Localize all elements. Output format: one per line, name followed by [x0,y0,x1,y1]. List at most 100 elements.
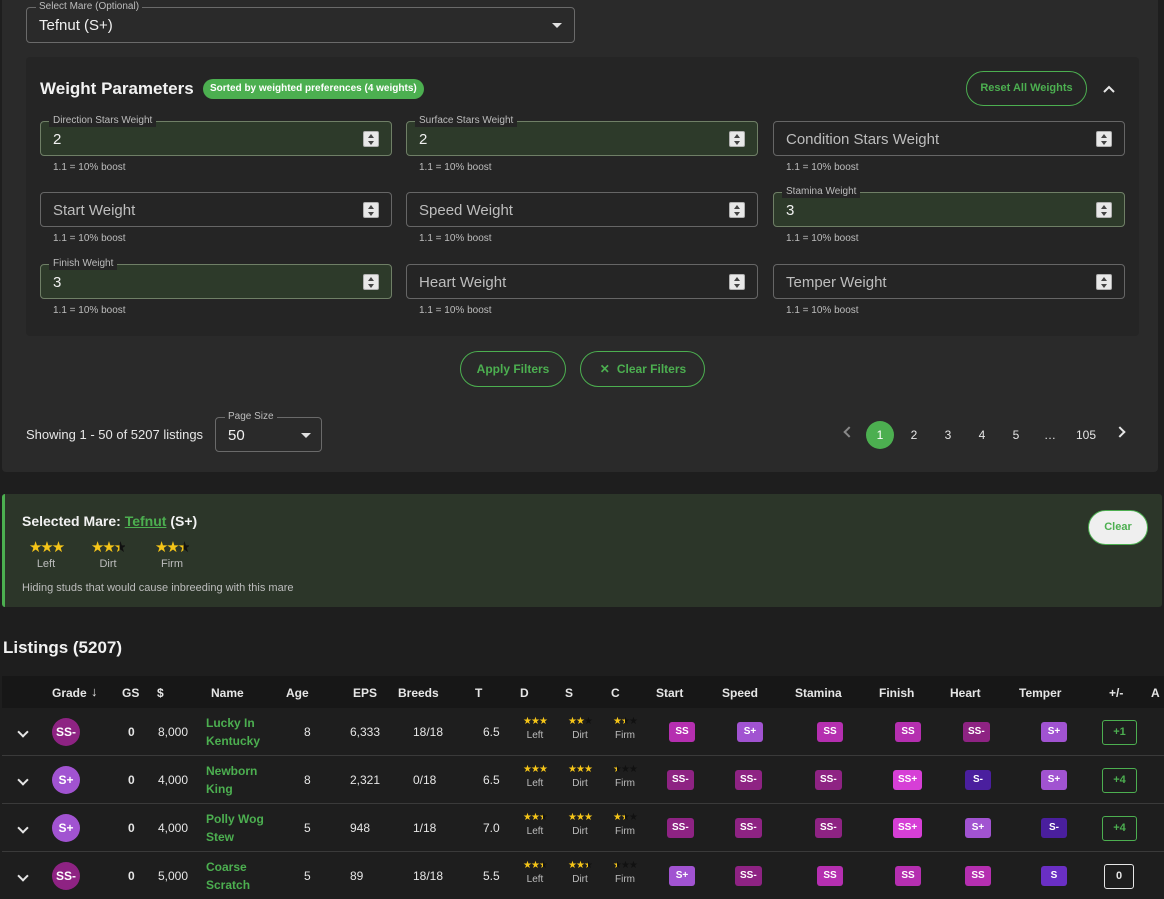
table-row[interactable]: S+ 0 4,000 8 2,321 0/18 6.5 Newborn King ★★★ Left… [2,756,1164,804]
column-header-s[interactable]: S [565,686,574,700]
grade-badge: SS- [52,718,80,746]
page-button-1[interactable]: 1 [866,421,894,449]
stat-badge-finish: SS [895,866,921,886]
pagination-ellipsis: … [1044,428,1056,442]
weight-field-placeholder: Heart Weight [419,274,507,291]
weight-field-placeholder: Start Weight [53,202,136,219]
stepper-icon[interactable] [1096,274,1112,290]
stepper-icon[interactable] [729,202,745,218]
column-header-stamina[interactable]: Stamina [795,686,842,700]
stepper-icon[interactable] [1096,131,1112,147]
clear-mare-button[interactable]: Clear [1088,510,1148,545]
horse-name-link[interactable]: Coarse Scratch [206,860,251,892]
star-icon: ★★★ [28,539,65,556]
table-row[interactable]: S+ 0 4,000 5 948 1/18 7.0 Polly Wog Stew ★★★ Left… [2,804,1164,852]
star-icon: ★★★ [154,539,191,556]
cell-t: 7.0 [483,821,500,835]
arrow-down-icon[interactable]: ↓ [91,684,98,699]
next-page-icon[interactable] [1114,426,1126,438]
column-header-breeds[interactable]: Breeds [398,686,439,700]
rating-c: ★★★ Firm [605,716,645,741]
stepper-icon[interactable] [1096,202,1112,218]
chevron-down-icon[interactable] [17,822,29,834]
column-header-grade[interactable]: Grade [52,686,87,700]
reset-weights-button[interactable]: Reset All Weights [966,71,1087,106]
horse-name-link[interactable]: Newborn King [206,764,258,796]
table-row[interactable]: SS- 0 8,000 8 6,333 18/18 6.5 Lucky In Kentucky… [2,708,1164,756]
column-header-t[interactable]: T [475,686,483,700]
stat-badge-speed: SS- [735,770,762,790]
column-header-start[interactable]: Start [656,686,684,700]
mare-select[interactable]: Select Mare (Optional) Tefnut (S+) [26,1,575,43]
table-row[interactable]: SS- 0 5,000 5 89 18/18 5.5 Coarse Scratch ★★★ Lef… [2,852,1164,899]
weight-field-start-weight[interactable]: Start Weight [40,192,392,227]
weight-field-stamina-weight[interactable]: Stamina Weight 3 [773,186,1125,227]
weight-field-placeholder: Speed Weight [419,202,513,219]
page-button-105[interactable]: 105 [1075,428,1097,442]
stat-badge-finish: SS+ [893,818,923,838]
weight-field-direction-stars-weight[interactable]: Direction Stars Weight 2 [40,115,392,156]
chevron-down-icon[interactable] [17,774,29,786]
star-icon: ★★★ [613,716,638,727]
page-button-3[interactable]: 3 [944,428,952,442]
column-header-eps[interactable]: EPS [353,686,378,700]
rating-caption: Left [526,826,544,837]
stat-badge-stamina: SS [817,722,843,742]
star-icon: ★★★ [523,860,548,871]
column-header-c[interactable]: C [611,686,620,700]
column-header-delta[interactable]: +/- [1109,686,1124,700]
dropdown-arrow-icon[interactable] [552,23,562,28]
column-header-speed[interactable]: Speed [722,686,759,700]
cell-gs: 0 [128,773,135,787]
page-button-4[interactable]: 4 [978,428,986,442]
inbreeding-note: Hiding studs that would cause inbreeding… [22,582,294,594]
weight-field-label: Direction Stars Weight [49,115,157,127]
column-header-d[interactable]: D [520,686,529,700]
weight-field-heart-weight[interactable]: Heart Weight [406,264,758,299]
chevron-down-icon[interactable] [17,726,29,738]
apply-filters-button[interactable]: Apply Filters [460,351,566,387]
column-header-temper[interactable]: Temper [1019,686,1062,700]
weight-helper-text: 1.1 = 10% boost [786,233,859,244]
grade-badge: SS- [52,862,80,890]
stepper-icon[interactable] [729,274,745,290]
rating-caption: Firm [615,826,635,837]
selected-mare-prefix: Selected Mare: [22,513,121,529]
stepper-icon[interactable] [363,274,379,290]
stepper-icon[interactable] [363,131,379,147]
weight-field-temper-weight[interactable]: Temper Weight [773,264,1125,299]
column-header-gs[interactable]: GS [122,686,140,700]
column-header-finish[interactable]: Finish [879,686,915,700]
page-size-select[interactable]: Page Size 50 [215,411,322,452]
selected-mare-link[interactable]: Tefnut [124,513,167,529]
column-header-heart[interactable]: Heart [950,686,981,700]
column-header-age[interactable]: Age [286,686,309,700]
weight-field-value: 3 [786,202,795,219]
star-icon: ★★★ [523,764,548,775]
column-header-price[interactable]: $ [157,686,164,700]
weight-field-finish-weight[interactable]: Finish Weight 3 [40,258,392,299]
clear-filters-button[interactable]: ✕ Clear Filters [580,351,705,387]
horse-name-link[interactable]: Polly Wog Stew [206,812,264,844]
stat-badge-temper: S+ [1041,722,1067,742]
previous-page-icon[interactable] [843,426,855,438]
page-button-5[interactable]: 5 [1012,428,1020,442]
stepper-icon[interactable] [729,131,745,147]
rating-caption: Firm [615,874,635,885]
weight-field-condition-stars-weight[interactable]: Condition Stars Weight [773,121,1125,156]
showing-count: Showing 1 - 50 of 5207 listings [26,427,204,442]
weight-field-label: Surface Stars Weight [415,115,518,127]
star-icon: ★★★ [568,860,593,871]
horse-name-link[interactable]: Lucky In Kentucky [206,716,261,748]
chevron-down-icon[interactable] [17,870,29,882]
column-header-a[interactable]: A [1151,686,1160,700]
weight-field-speed-weight[interactable]: Speed Weight [406,192,758,227]
weight-field-surface-stars-weight[interactable]: Surface Stars Weight 2 [406,115,758,156]
cell-breeds: 1/18 [413,821,437,835]
stat-badge-heart: S- [965,770,991,790]
page-button-2[interactable]: 2 [910,428,918,442]
chevron-up-icon[interactable] [1103,83,1115,95]
stepper-icon[interactable] [363,202,379,218]
dropdown-arrow-icon[interactable] [301,433,311,438]
column-header-name[interactable]: Name [211,686,244,700]
